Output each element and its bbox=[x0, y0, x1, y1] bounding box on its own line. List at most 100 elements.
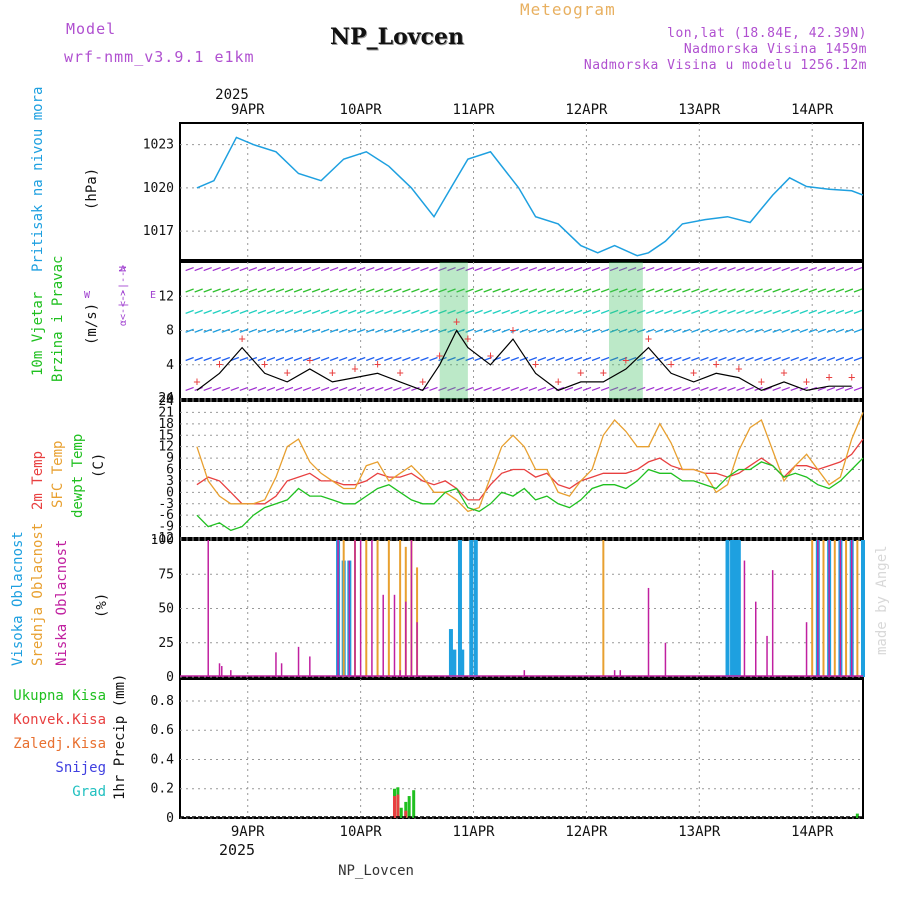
wind-shear-band bbox=[439, 262, 468, 399]
precip-bar bbox=[399, 807, 403, 818]
wind-barb bbox=[375, 328, 384, 333]
wind-tick-top: 24 bbox=[158, 391, 174, 406]
wind-barb bbox=[402, 309, 411, 314]
wind-gust-marker: + bbox=[374, 357, 381, 371]
precip-panel bbox=[179, 678, 864, 819]
cloud-bar bbox=[733, 540, 738, 677]
cloud-bar bbox=[405, 601, 407, 677]
wind-barb bbox=[528, 288, 538, 293]
wind-barb bbox=[528, 309, 538, 314]
cloud-bar bbox=[457, 540, 462, 677]
wind-gust-marker: + bbox=[464, 331, 471, 345]
wind-barb bbox=[402, 266, 411, 272]
bottom-tick-label: 13APR bbox=[678, 824, 721, 840]
wind-barb bbox=[591, 386, 601, 392]
wind-barb bbox=[221, 356, 230, 362]
wind-barb bbox=[456, 288, 465, 293]
wind-barb bbox=[420, 328, 429, 333]
cloud-bar bbox=[460, 649, 465, 677]
wind-barb bbox=[727, 328, 736, 333]
wind-barb bbox=[366, 356, 375, 362]
wind-barb bbox=[329, 356, 339, 362]
wind-barb bbox=[275, 288, 285, 293]
wind-barb bbox=[185, 328, 194, 333]
cloud-bar bbox=[399, 540, 402, 677]
wind-gust-marker: + bbox=[803, 374, 810, 388]
wind-barb bbox=[763, 288, 772, 293]
wind-barb bbox=[808, 356, 818, 362]
wind-barb bbox=[618, 328, 628, 333]
precip-bar bbox=[855, 813, 859, 818]
wind-barb bbox=[573, 309, 583, 314]
wind-barb bbox=[329, 328, 339, 333]
wind-barb bbox=[474, 266, 483, 272]
wind-barb bbox=[528, 328, 538, 333]
wind-gust-marker: + bbox=[261, 357, 268, 371]
wind-barb bbox=[456, 266, 465, 272]
temp-label-sfc: SFC Temp bbox=[50, 441, 66, 508]
temp-tick: 18 bbox=[158, 417, 174, 432]
wind-barb bbox=[257, 288, 267, 293]
wind-barb bbox=[420, 266, 429, 272]
wind-barb bbox=[420, 288, 429, 293]
cloud-bar bbox=[218, 663, 221, 677]
wind-barb bbox=[718, 356, 727, 362]
watermark: made by Angel bbox=[874, 545, 890, 655]
wind-barb bbox=[320, 386, 330, 392]
wind-barb bbox=[727, 309, 736, 314]
cloud-bar bbox=[393, 594, 396, 677]
cloud-bar bbox=[280, 663, 283, 677]
page-title: NP_Lovcen bbox=[330, 24, 464, 50]
wind-barb bbox=[826, 309, 836, 314]
wind-barb bbox=[600, 309, 610, 314]
wind-barb bbox=[718, 288, 727, 293]
cloud-bar bbox=[730, 540, 735, 677]
wind-barb bbox=[664, 328, 673, 333]
wind-barb bbox=[357, 309, 366, 314]
wind-barb bbox=[429, 309, 438, 314]
wind-barb bbox=[781, 356, 790, 362]
cloud-bar bbox=[822, 540, 825, 677]
wind-barb bbox=[709, 266, 718, 272]
wind-barb bbox=[691, 309, 700, 314]
cloud-bar bbox=[602, 540, 605, 677]
wind-barb bbox=[347, 266, 357, 272]
wind-barb bbox=[618, 309, 628, 314]
wind-barb bbox=[411, 266, 420, 272]
wind-barb bbox=[709, 328, 718, 333]
wind-barb bbox=[799, 328, 809, 333]
wind-barb bbox=[275, 266, 285, 272]
wind-barb bbox=[302, 386, 312, 392]
wind-barb bbox=[646, 288, 655, 293]
wind-barb bbox=[384, 266, 393, 272]
wind-barb bbox=[555, 288, 565, 293]
product-label: Meteogram bbox=[520, 0, 616, 19]
wind-barb bbox=[293, 266, 303, 272]
wind-gust-marker: + bbox=[351, 361, 358, 375]
wind-barb bbox=[664, 356, 673, 362]
wind-barb bbox=[817, 356, 827, 362]
wind-barb bbox=[402, 386, 411, 392]
wind-barb bbox=[691, 266, 700, 272]
wind-barb bbox=[185, 356, 194, 362]
wind-barb bbox=[627, 288, 637, 293]
wind-barb bbox=[655, 386, 664, 392]
wind-barb bbox=[835, 386, 845, 392]
wind-barb bbox=[311, 328, 321, 333]
wind-barb bbox=[465, 386, 474, 392]
pressure-series bbox=[196, 136, 864, 257]
wind-barb bbox=[609, 328, 619, 333]
wind-barb bbox=[492, 309, 501, 314]
wind-barb bbox=[745, 309, 754, 314]
wind-barb bbox=[754, 288, 763, 293]
wind-barb bbox=[835, 328, 845, 333]
wind-barb bbox=[582, 328, 592, 333]
wind-barb bbox=[248, 386, 258, 392]
wind-barb bbox=[664, 266, 673, 272]
wind-barb bbox=[519, 356, 529, 362]
wind-barb bbox=[636, 309, 646, 314]
wind-barb bbox=[338, 356, 348, 362]
cloud-bar bbox=[382, 594, 384, 677]
wind-barb bbox=[492, 386, 501, 392]
cloud-bar bbox=[736, 540, 741, 677]
